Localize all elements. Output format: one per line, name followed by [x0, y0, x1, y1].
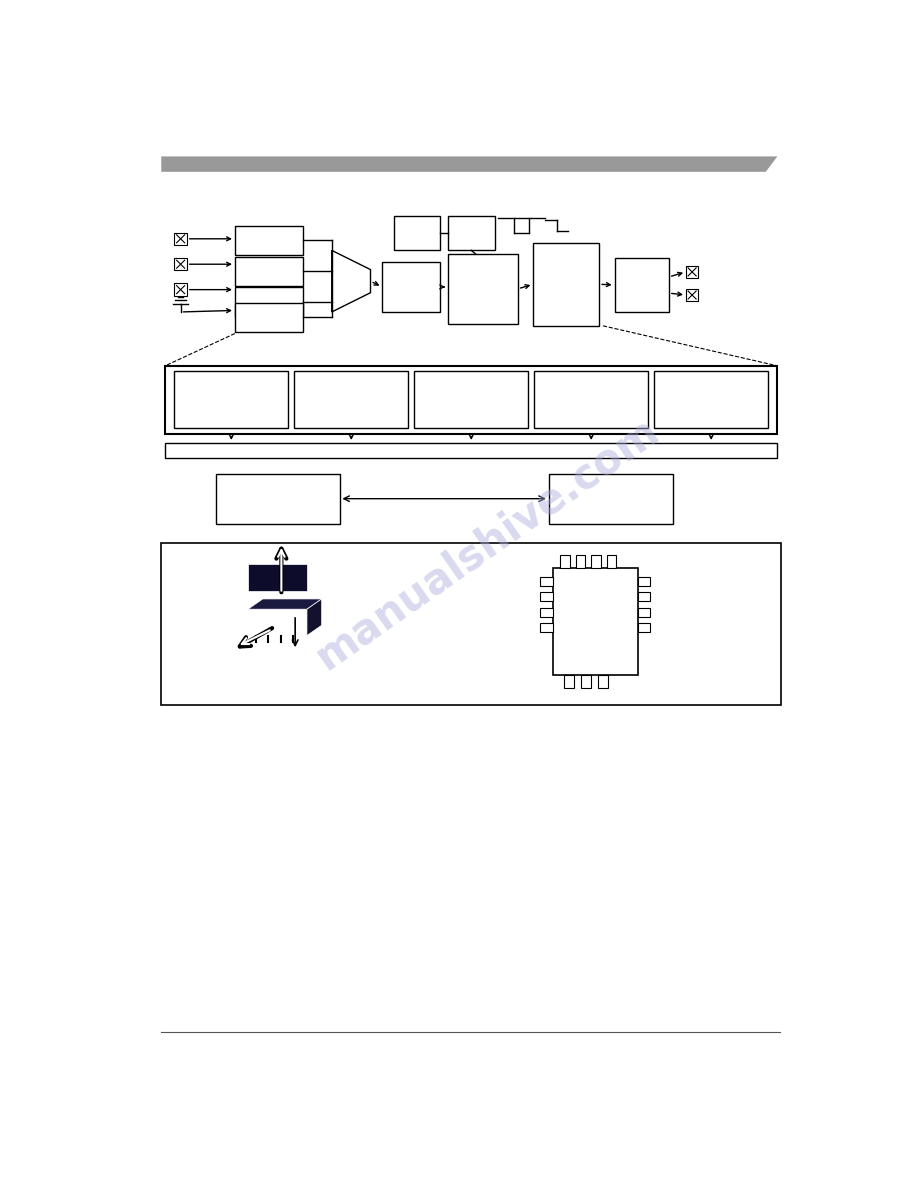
Polygon shape	[248, 564, 307, 590]
Bar	[448, 216, 495, 251]
Bar	[581, 676, 590, 688]
Bar	[638, 577, 650, 586]
Bar	[638, 593, 650, 601]
Bar	[414, 371, 528, 428]
Bar	[553, 568, 638, 676]
Bar	[162, 543, 781, 704]
Polygon shape	[248, 599, 321, 609]
Bar	[686, 266, 699, 278]
Bar	[235, 303, 303, 331]
Bar	[235, 257, 303, 286]
Bar	[534, 371, 648, 428]
Bar	[174, 371, 288, 428]
Bar	[565, 676, 574, 688]
Bar	[235, 226, 303, 255]
Bar	[295, 371, 409, 428]
Bar	[174, 258, 187, 271]
Polygon shape	[307, 599, 321, 636]
Bar	[576, 555, 585, 568]
Bar	[607, 555, 616, 568]
Bar	[382, 261, 441, 312]
Bar	[540, 607, 553, 617]
Bar	[540, 577, 553, 586]
Polygon shape	[162, 157, 778, 172]
Bar	[165, 366, 778, 434]
Bar	[560, 555, 570, 568]
Bar	[638, 607, 650, 617]
Bar	[599, 676, 608, 688]
Polygon shape	[331, 251, 371, 312]
Bar	[638, 623, 650, 632]
Bar	[615, 258, 669, 312]
Bar	[174, 284, 187, 296]
Bar	[174, 233, 187, 245]
Bar	[540, 593, 553, 601]
Bar	[235, 287, 303, 316]
Bar	[686, 289, 699, 302]
Bar	[533, 242, 599, 326]
Bar	[216, 474, 340, 524]
Bar	[591, 555, 600, 568]
Bar	[165, 443, 778, 459]
Bar	[655, 371, 768, 428]
Bar	[394, 216, 441, 251]
Bar	[549, 474, 673, 524]
Text: manualshive.com: manualshive.com	[308, 409, 666, 677]
Bar	[540, 623, 553, 632]
Bar	[448, 254, 518, 323]
